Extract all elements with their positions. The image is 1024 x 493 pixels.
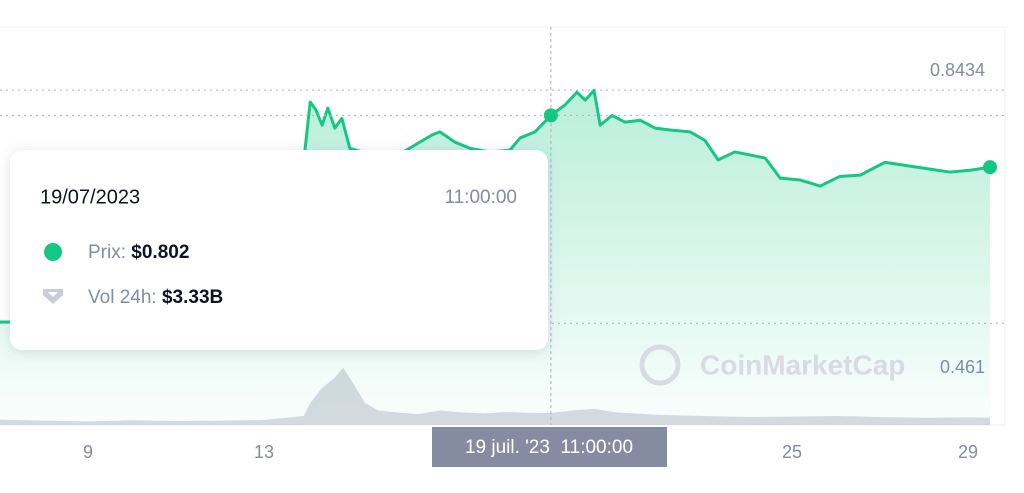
tooltip-date: 19/07/2023 [40,186,140,208]
x-tick-label: 29 [958,442,978,462]
tooltip-box [10,150,548,350]
price-value: $0.802 [131,242,189,263]
tooltip: 19/07/2023 11:00:00 Prix: $0.802 Vol 24h… [10,150,548,350]
hover-point [543,108,558,123]
price-legend-dot [44,243,62,261]
volume-label: Vol 24h [88,287,151,308]
tooltip-price: Prix: $0.802 [88,242,189,263]
y-tick-label: 0.8434 [930,60,985,80]
price-label: Prix [88,242,121,263]
watermark-text: CoinMarketCap [700,349,905,380]
volume-value: $3.33B [162,287,223,308]
x-tick-label: 25 [782,442,802,462]
watermark-logo [639,344,681,386]
crosshair-label-box [432,427,667,467]
volume-legend-icon-inner [48,292,58,297]
watermark: CoinMarketCap [639,344,905,386]
price-line [0,88,991,324]
x-tick-label: 9 [83,442,93,462]
tooltip-volume: Vol 24h: $3.33B [88,287,223,308]
last-point [983,160,998,175]
x-tick-label: 13 [254,442,274,462]
volume-colon: : [151,287,162,308]
crosshair-label-text: 19 juil. '23 11:00:00 [465,437,633,458]
tooltip-time: 11:00:00 [444,187,517,208]
price-colon: : [121,242,132,263]
crosshair-label: 19 juil. '23 11:00:00 [432,427,667,467]
